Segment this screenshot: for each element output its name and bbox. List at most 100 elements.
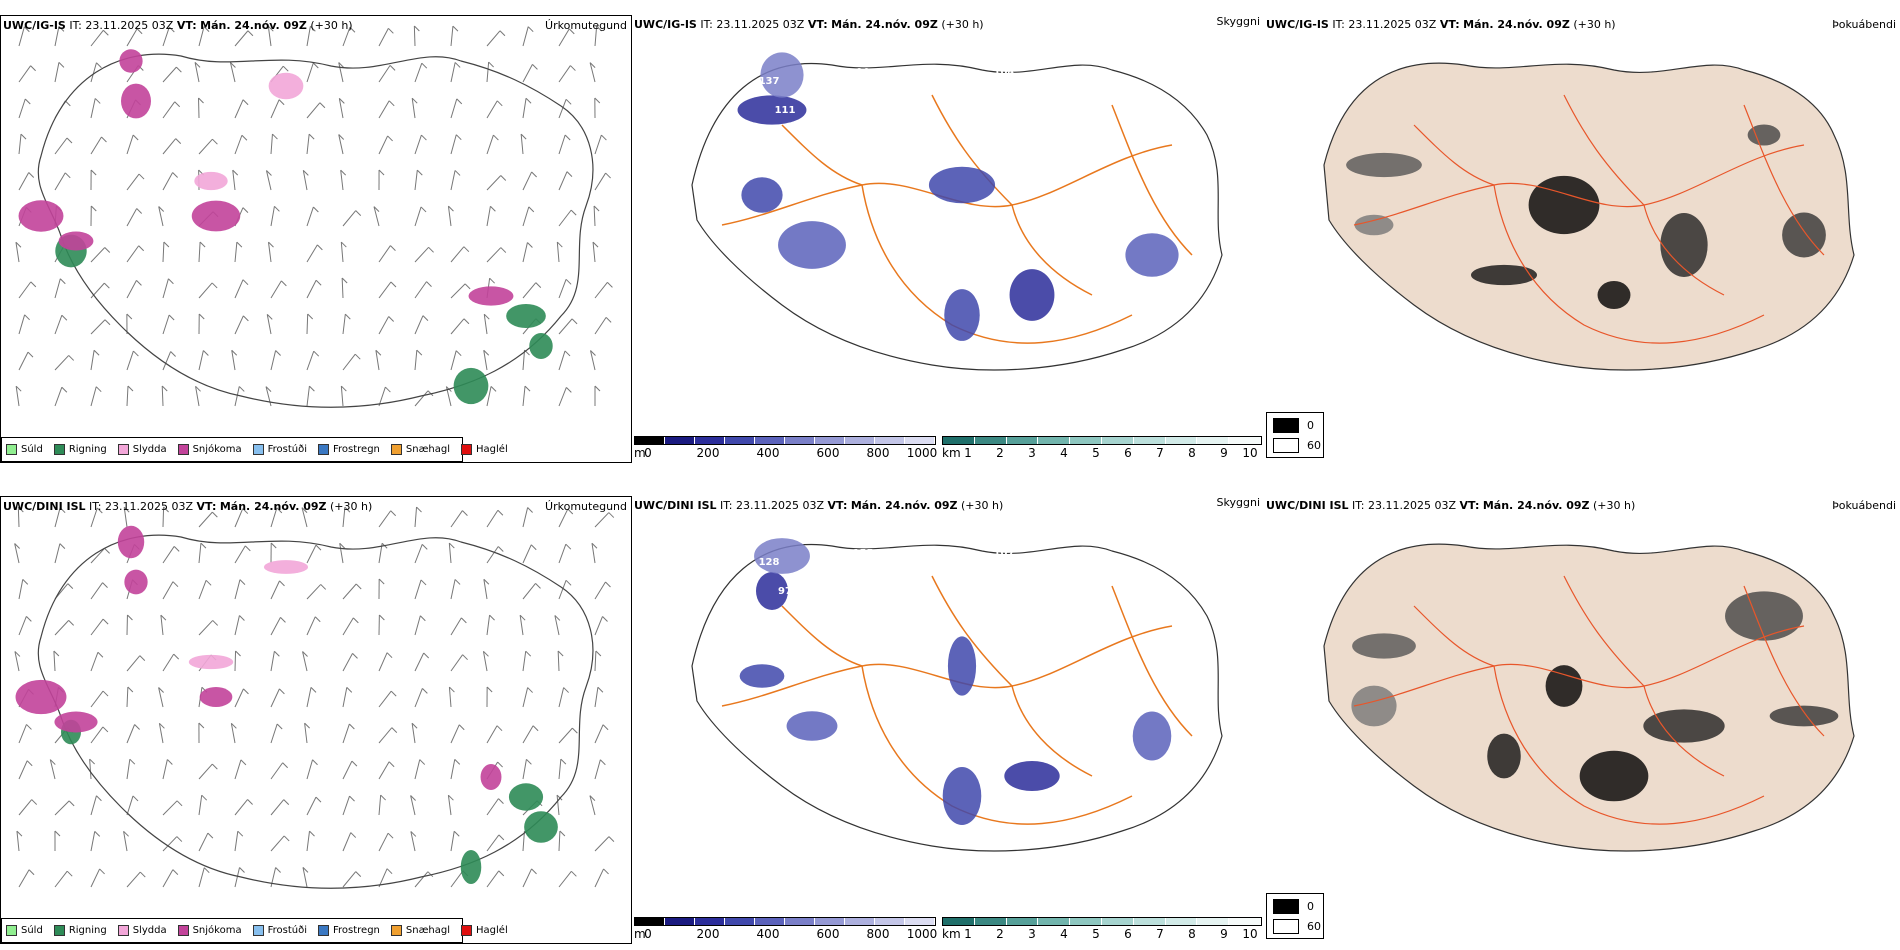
wind-barb-flag (454, 62, 461, 68)
wind-barb-flag (602, 724, 609, 731)
colorbar-segment (1070, 918, 1102, 925)
wind-barb-flag (530, 544, 537, 551)
wind-barb (306, 102, 321, 119)
ceiling-colorbar: m 0 200 400 600 800 1000 (634, 436, 938, 463)
colorbar-segment (1133, 437, 1166, 444)
wind-barb (558, 387, 567, 407)
legend-item-snjokoma: Snjókoma (177, 444, 242, 455)
fog-legend-label: 60 (1307, 920, 1321, 933)
wind-barb-flag (419, 759, 426, 765)
wind-barb-flag (274, 205, 280, 212)
legend-item-sald: Súld (6, 925, 43, 936)
wind-barb-flag (378, 169, 385, 176)
ceiling-value-label: 94 (731, 123, 745, 134)
wind-barb (558, 727, 573, 744)
wind-barb-flag (524, 385, 531, 392)
wind-barb (162, 172, 174, 191)
wind-barb-flag (448, 542, 455, 549)
panel-header: UWC/DINI ISL IT: 23.11.2025 03Z VT: Mán.… (634, 499, 1004, 512)
wind-barb-flag (483, 349, 490, 356)
wind-barb (270, 580, 280, 600)
wind-barb-flag (89, 758, 96, 765)
wind-barb-flag (320, 584, 327, 590)
wind-barb-flag (267, 25, 274, 32)
wind-barb (594, 581, 606, 600)
wind-barb (53, 651, 56, 672)
precip-area (124, 569, 148, 595)
wind-barb-flag (265, 386, 272, 392)
wind-barb (486, 100, 498, 119)
wind-barb-flag (239, 579, 246, 585)
colorbar-tick: 1000 (906, 446, 938, 460)
wind-barb (90, 582, 103, 600)
wind-barb (558, 759, 562, 780)
wind-barb (522, 171, 533, 191)
wind-barb-flag (94, 831, 101, 837)
precip-area (199, 687, 233, 707)
road-line (1011, 204, 1093, 296)
wind-barb-flag (527, 507, 533, 513)
colorbar-tick: 2 (996, 446, 1004, 460)
precip-area (460, 849, 482, 885)
wind-barb-flag (428, 246, 434, 253)
fog-legend-label: 0 (1307, 900, 1314, 913)
wind-barb-flag (388, 761, 395, 768)
wind-barb (162, 138, 177, 155)
wind-barb-flag (355, 871, 362, 877)
wind-barb-flag (498, 798, 504, 804)
ceiling-value-label: 89 (919, 586, 933, 597)
wind-barb (14, 543, 20, 564)
legend-swatch (461, 925, 473, 936)
wind-barb (194, 62, 200, 83)
wind-barb-flag (410, 795, 416, 801)
wind-barb-flag (102, 618, 109, 625)
wind-barb (342, 27, 351, 47)
legend-swatch (6, 444, 17, 455)
wind-barb-flag (139, 871, 146, 878)
wind-barb (411, 723, 416, 744)
wind-barb (411, 98, 416, 119)
wind-barb-flag (270, 542, 277, 549)
colorbar-segment (785, 437, 815, 444)
wind-barb (126, 350, 134, 371)
wind-barb (90, 136, 102, 155)
wind-barb-flag (426, 281, 432, 287)
colorbar-tick: 6 (1124, 927, 1132, 941)
wind-barb (16, 831, 20, 852)
wind-barb-flag (449, 686, 455, 693)
wind-barb-flag (90, 169, 97, 176)
wind-barb (486, 615, 491, 636)
wind-barb (483, 579, 488, 600)
wind-barb-flag (453, 830, 460, 837)
precip-area (468, 286, 514, 306)
colorbar-tick: 0 (644, 927, 652, 941)
wind-barb-flag (589, 62, 596, 68)
wind-barb-flag (349, 26, 356, 33)
fog-legend-swatch-light (1273, 919, 1299, 934)
wind-barb-flag (104, 247, 111, 253)
wind-barb-flag (205, 579, 212, 586)
wind-barb-flag (489, 277, 495, 284)
wind-barb-flag (593, 205, 600, 212)
fog-area (1352, 633, 1416, 659)
fog-area (1351, 685, 1397, 727)
colorbar-tick: 10 (1242, 446, 1258, 460)
wind-barb (486, 725, 498, 744)
wind-barb (594, 650, 597, 672)
wind-barb (234, 759, 242, 780)
wind-barb (558, 687, 565, 708)
legend-swatch (318, 925, 329, 936)
wind-barb-flag (462, 654, 468, 661)
wind-barb (450, 246, 465, 263)
wind-barb-flag (496, 100, 503, 107)
wind-barb (450, 350, 457, 371)
wind-barb-flag (244, 545, 251, 552)
wind-barb (126, 28, 138, 47)
wind-barb (90, 831, 96, 852)
wind-barb (414, 246, 429, 263)
wind-barb-flag (455, 134, 462, 141)
wind-barb-flag (139, 655, 146, 661)
wind-barb (162, 546, 175, 564)
colorbar-segment (725, 918, 755, 925)
wind-barb-flag (346, 687, 353, 693)
